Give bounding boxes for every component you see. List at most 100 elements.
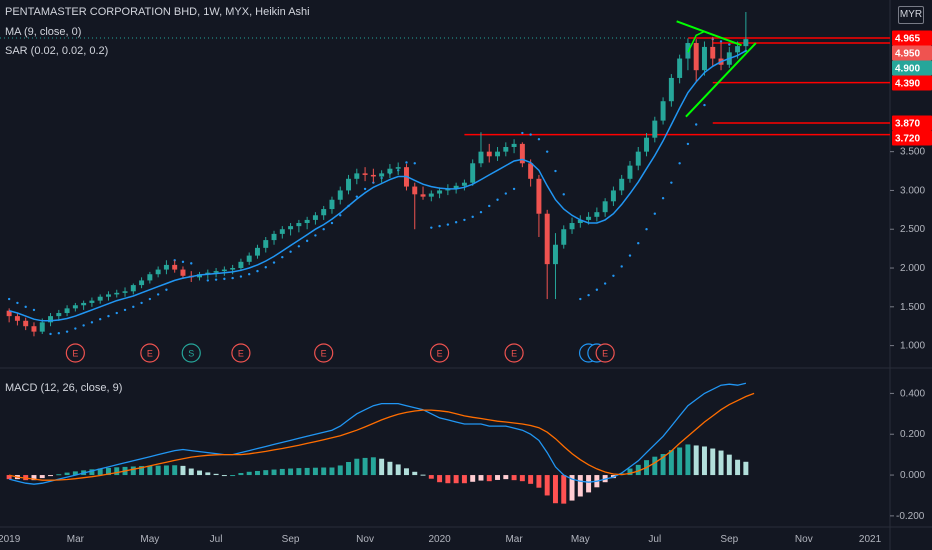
candle-body <box>213 271 219 273</box>
sar-dot <box>107 314 110 318</box>
macd-histogram-bar <box>296 468 302 476</box>
candle-body <box>362 173 368 175</box>
macd-histogram-bar <box>743 461 749 476</box>
candle-body <box>155 269 161 275</box>
sar-dot <box>438 224 441 228</box>
candle-body <box>627 165 633 179</box>
macd-legend: MACD (12, 26, close, 9) <box>5 382 123 394</box>
candle-body <box>577 219 583 224</box>
candle-body <box>569 223 575 230</box>
sar-dot <box>16 301 19 305</box>
candle-body <box>6 310 12 317</box>
macd-histogram-bar <box>412 471 418 476</box>
sar-dot <box>678 162 681 165</box>
time-axis-label: Jul <box>210 534 223 545</box>
trend-line-upper <box>676 20 742 47</box>
candle-body <box>420 194 426 197</box>
macd-histogram-bar <box>163 465 169 476</box>
candle-body <box>23 320 29 327</box>
macd-histogram-bar <box>130 466 136 476</box>
sar-dot <box>645 228 648 231</box>
price-tick-label: 3.000 <box>900 185 925 196</box>
sar-dot <box>587 293 590 297</box>
currency-selector[interactable]: MYR <box>898 6 924 24</box>
price-tag-label: 4.950 <box>895 48 920 59</box>
time-axis-label: 2020 <box>428 534 451 545</box>
macd-histogram-bar <box>693 445 699 476</box>
candle-body <box>544 213 550 265</box>
macd-histogram-bar <box>677 447 683 476</box>
sar-dot <box>562 193 565 196</box>
macd-histogram-bar <box>685 444 691 476</box>
earnings-marker-label: E <box>72 349 78 359</box>
macd-histogram-bar <box>362 457 368 476</box>
sar-dot <box>272 261 276 264</box>
time-axis-label: Sep <box>720 534 738 545</box>
candle-body <box>478 151 484 164</box>
candle-body <box>130 285 136 292</box>
macd-histogram-bar <box>147 465 153 476</box>
sar-dot <box>694 123 698 126</box>
macd-tick-label: 0.000 <box>900 470 925 481</box>
candle-body <box>677 58 683 78</box>
candle-body <box>56 313 62 317</box>
price-tag <box>892 60 932 76</box>
macd-histogram-bar <box>263 470 269 476</box>
sar-dot <box>496 198 499 201</box>
sar-dot <box>579 297 582 301</box>
macd-histogram-bar <box>569 475 575 501</box>
sar-dot <box>140 301 143 305</box>
macd-histogram-bar <box>105 467 111 476</box>
candle-body <box>586 216 592 220</box>
candle-body <box>619 178 625 191</box>
split-marker-label: S <box>188 349 194 359</box>
sar-dot <box>156 293 160 296</box>
macd-histogram-bar <box>39 475 45 479</box>
macd-histogram-bar <box>387 461 393 476</box>
candle-body <box>693 43 699 71</box>
macd-histogram-bar <box>528 475 534 484</box>
time-axis-label: Nov <box>795 534 813 545</box>
candle-body <box>97 296 103 301</box>
macd-histogram-bar <box>329 467 335 476</box>
macd-line <box>8 382 747 485</box>
macd-histogram-bar <box>470 475 476 482</box>
macd-histogram-bar <box>6 475 12 480</box>
candle-body <box>735 46 741 53</box>
macd-histogram-bar <box>197 470 203 476</box>
candle-body <box>48 316 54 323</box>
candle-body <box>346 178 352 191</box>
candle-body <box>668 77 674 102</box>
macd-histogram-bar <box>668 450 674 476</box>
candle-body <box>561 229 567 245</box>
earnings-marker-label: E <box>437 349 443 359</box>
macd-histogram-bar <box>660 454 666 476</box>
macd-histogram-bar <box>64 472 70 476</box>
sar-dot <box>719 40 723 43</box>
macd-histogram-bar <box>246 471 252 476</box>
candle-body <box>296 223 302 227</box>
sar-dot <box>206 279 210 282</box>
macd-histogram-bar <box>346 461 352 476</box>
candle-body <box>288 226 294 230</box>
sar-dot <box>554 169 557 173</box>
candle-body <box>635 151 641 166</box>
chart-title: PENTAMASTER CORPORATION BHD, 1W, MYX, He… <box>5 6 310 18</box>
macd-histogram-bar <box>139 466 145 476</box>
ma-line <box>8 50 747 322</box>
macd-histogram-bar <box>114 467 120 476</box>
time-axis-label: 2019 <box>0 534 21 545</box>
sar-dot <box>703 103 706 107</box>
price-tick-label: 2.000 <box>900 263 925 274</box>
candle-body <box>31 326 37 332</box>
sar-dot <box>545 150 549 153</box>
candle-body <box>147 274 153 281</box>
macd-tick-label: -0.200 <box>896 511 925 522</box>
candle-body <box>304 219 310 224</box>
earnings-marker-label: E <box>147 349 153 359</box>
sar-legend: SAR (0.02, 0.02, 0.2) <box>5 45 109 57</box>
sar-dot <box>256 269 259 273</box>
sar-dot <box>65 330 69 333</box>
sar-dot <box>123 308 127 312</box>
